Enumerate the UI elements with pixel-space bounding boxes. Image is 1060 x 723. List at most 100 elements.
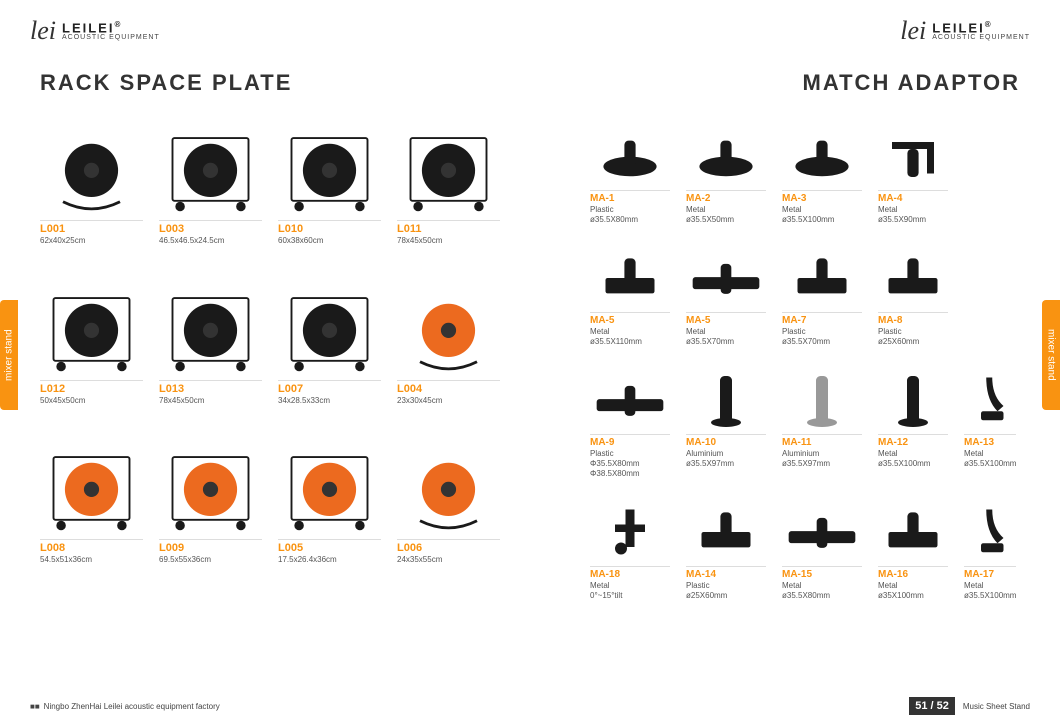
product-model: MA-16 [878,566,948,580]
product-spec: 78x45x50cm [397,236,500,246]
product-material: Metal [590,327,670,337]
product-dimension: ø35.5X100mm [964,591,1016,601]
footer-right: 51 / 52 Music Sheet Stand [909,697,1030,715]
product-image [686,238,766,308]
product-material: Metal [964,581,1016,591]
product-model: MA-15 [782,566,862,580]
product-dimension: ø35.5X97mm [686,459,766,469]
rack-item: L004 23x30x45cm [397,276,500,406]
product-model: L012 [40,380,143,395]
product-image [397,435,500,535]
product-dimension: 0°~15°tilt [590,591,670,601]
adaptor-item: MA-7 Plastic ø35.5X70mm [782,238,862,346]
product-material: Plastic [590,205,670,215]
adaptor-item: MA-4 Metal ø35.5X90mm [878,116,948,224]
product-spec: 54.5x51x36cm [40,555,143,565]
product-model: MA-2 [686,190,766,204]
brand-logo-right: lei LEILEI® ACOUSTIC EQUIPMENT [900,16,1030,46]
rack-item: L001 62x40x25cm [40,116,143,246]
product-image [590,360,670,430]
product-material: Metal [878,205,948,215]
rack-item: L005 17.5x26.4x36cm [278,435,381,565]
product-dimension: ø25X60mm [686,591,766,601]
product-material: Plastic [686,581,766,591]
product-image [590,238,670,308]
product-material: Metal [782,581,862,591]
product-material: Plastic [782,327,862,337]
product-spec: 46.5x46.5x24.5cm [159,236,262,246]
product-model: L009 [159,539,262,554]
product-spec: 34x28.5x33cm [278,396,381,406]
product-material: Plastic [878,327,948,337]
product-dimension: ø35.5X80mm [782,591,862,601]
product-image [278,116,381,216]
adaptor-item: MA-3 Metal ø35.5X100mm [782,116,862,224]
rack-item: L007 34x28.5x33cm [278,276,381,406]
product-image [397,116,500,216]
logo-script: lei [30,16,56,46]
product-dimension: ø35.5X100mm [782,215,862,225]
adaptor-item: MA-12 Metal ø35.5X100mm [878,360,948,478]
rack-item: L012 50x45x50cm [40,276,143,406]
product-material: Metal [964,449,1016,459]
product-model: MA-12 [878,434,948,448]
product-image [782,360,862,430]
product-material: Plastic [590,449,670,459]
product-image [40,276,143,376]
product-model: MA-13 [964,434,1016,448]
product-model: MA-11 [782,434,862,448]
product-image [878,360,948,430]
rack-item: L006 24x35x55cm [397,435,500,565]
left-page: lei LEILEI® ACOUSTIC EQUIPMENT mixer sta… [0,0,530,723]
product-model: L008 [40,539,143,554]
product-model: L005 [278,539,381,554]
product-image [278,276,381,376]
product-spec: 23x30x45cm [397,396,500,406]
product-dimension: ø35.5X70mm [782,337,862,347]
product-image [964,492,1016,562]
adaptor-item: MA-5 Metal ø35.5X70mm [686,238,766,346]
product-model: L001 [40,220,143,235]
rack-item: L011 78x45x50cm [397,116,500,246]
rack-grid: L001 62x40x25cm L003 46.5x46.5x24.5cm L0… [40,116,500,565]
product-dimension: Φ35.5X80mm [590,459,670,469]
product-material: Metal [782,205,862,215]
product-image [878,492,948,562]
product-image [782,492,862,562]
product-dimension: ø35.5X100mm [878,459,948,469]
product-model: MA-10 [686,434,766,448]
logo-text: LEILEI® ACOUSTIC EQUIPMENT [62,21,160,41]
product-spec: 60x38x60cm [278,236,381,246]
product-image [159,435,262,535]
product-model: MA-14 [686,566,766,580]
product-image [686,360,766,430]
product-image [878,116,948,186]
product-model: MA-17 [964,566,1016,580]
product-model: MA-5 [686,312,766,326]
right-section-title: MATCH ADAPTOR [560,70,1020,96]
product-spec: 17.5x26.4x36cm [278,555,381,565]
brand-logo-left: lei LEILEI® ACOUSTIC EQUIPMENT [30,16,160,46]
product-material: Metal [878,581,948,591]
product-model: MA-8 [878,312,948,326]
product-dimension: ø35.5X100mm [964,459,1016,469]
logo-text: LEILEI® ACOUSTIC EQUIPMENT [932,21,1030,41]
product-material: Aluminium [782,449,862,459]
footer-category: Music Sheet Stand [963,702,1030,711]
product-image [686,492,766,562]
right-page: lei LEILEI® ACOUSTIC EQUIPMENT mixer sta… [530,0,1060,723]
product-model: L011 [397,220,500,235]
product-model: MA-5 [590,312,670,326]
product-image [782,238,862,308]
product-dimension: ø35.5X80mm [590,215,670,225]
product-spec: 50x45x50cm [40,396,143,406]
empty-cell [964,238,1016,346]
left-section-title: RACK SPACE PLATE [40,70,500,96]
page-number: 51 / 52 [909,697,955,715]
product-dimension: ø35.5X90mm [878,215,948,225]
product-spec: 24x35x55cm [397,555,500,565]
adaptor-grid: MA-1 Plastic ø35.5X80mm MA-2 Metal ø35.5… [590,116,1010,600]
rack-item: L009 69.5x55x36cm [159,435,262,565]
product-dimension: ø35.5X50mm [686,215,766,225]
adaptor-item: MA-13 Metal ø35.5X100mm [964,360,1016,478]
